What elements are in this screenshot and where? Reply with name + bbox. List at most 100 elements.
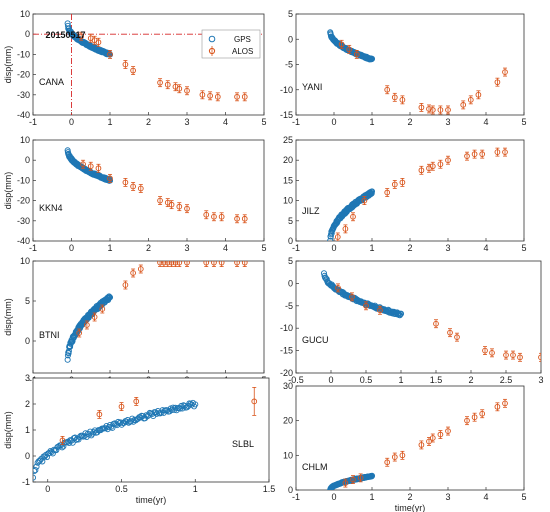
alos-point bbox=[503, 352, 509, 358]
alos-point bbox=[467, 96, 474, 103]
x-tick-label: 0 bbox=[45, 484, 50, 494]
alos-point bbox=[176, 85, 183, 92]
y-tick-label: 20 bbox=[283, 416, 293, 426]
alos-point bbox=[471, 414, 478, 421]
x-tick-label: 1 bbox=[369, 243, 374, 253]
alos-point bbox=[479, 151, 486, 157]
x-tick-label: 0 bbox=[331, 243, 336, 253]
x-tick-label: 0 bbox=[331, 117, 336, 127]
alos-point bbox=[234, 215, 240, 222]
panel-btni: -10123450510BTNIdisp(mm) bbox=[3, 256, 267, 385]
alos-point bbox=[399, 452, 406, 459]
station-label: BTNI bbox=[39, 330, 60, 340]
x-tick-label: 5 bbox=[521, 243, 526, 253]
legend-gps-marker bbox=[208, 35, 216, 43]
gps-point bbox=[192, 401, 199, 408]
gps-point bbox=[106, 294, 114, 301]
alos-point bbox=[211, 213, 217, 220]
gps-point bbox=[327, 237, 334, 241]
alos-point bbox=[95, 165, 102, 172]
x-tick-label: 3 bbox=[184, 117, 189, 127]
x-tick-label: 1 bbox=[369, 117, 374, 127]
y-tick-label: -30 bbox=[17, 90, 30, 100]
y-tick-label: 10 bbox=[20, 256, 30, 266]
alos-series bbox=[59, 386, 258, 445]
x-axis-label: time(yr) bbox=[136, 495, 167, 505]
alos-point bbox=[384, 189, 391, 196]
alos-point bbox=[203, 261, 210, 266]
alos-point bbox=[203, 211, 210, 218]
alos-point bbox=[350, 476, 356, 483]
y-axis-label: disp(mm) bbox=[3, 172, 13, 210]
alos-point bbox=[241, 261, 248, 266]
alos-point bbox=[489, 349, 495, 356]
alos-point bbox=[353, 51, 360, 58]
alos-point bbox=[91, 314, 98, 320]
x-tick-label: 3 bbox=[445, 243, 450, 253]
alos-point bbox=[363, 302, 369, 309]
alos-point bbox=[464, 153, 470, 160]
alos-point bbox=[80, 161, 86, 168]
alos-point bbox=[234, 261, 240, 266]
x-tick-label: 0.5 bbox=[360, 375, 373, 385]
alos-point bbox=[479, 410, 486, 417]
alos-point bbox=[184, 205, 190, 212]
alos-point bbox=[445, 157, 451, 164]
gps-point bbox=[397, 310, 405, 317]
alos-point bbox=[471, 151, 478, 157]
alos-point bbox=[429, 107, 436, 113]
y-tick-label: 0 bbox=[25, 155, 30, 165]
alos-point bbox=[510, 352, 516, 358]
plot-frame bbox=[295, 260, 542, 374]
alos-point bbox=[437, 431, 444, 438]
y-tick-label: -20 bbox=[17, 70, 30, 80]
alos-point bbox=[334, 234, 341, 240]
y-axis-label: disp(mm) bbox=[3, 46, 13, 84]
alos-point bbox=[218, 213, 225, 220]
alos-point bbox=[130, 270, 136, 276]
alos-point bbox=[342, 480, 349, 486]
station-label: YANI bbox=[302, 82, 322, 92]
panel-gucu: -0.5 0 0.5 1 1.5 2 2.5 3 -20 -15 -10 -5 0 5 GUCU bbox=[280, 256, 544, 385]
alos-point bbox=[460, 102, 467, 108]
x-tick-label: 1 bbox=[193, 484, 198, 494]
y-tick-label: 25 bbox=[283, 135, 293, 145]
y-tick-label: -15 bbox=[280, 346, 293, 356]
alos-point bbox=[445, 107, 451, 113]
alos-series bbox=[342, 398, 508, 488]
alos-point bbox=[494, 403, 501, 410]
alos-point bbox=[122, 282, 129, 288]
x-tick-label: 2 bbox=[407, 117, 412, 127]
alos-point bbox=[494, 149, 501, 155]
alos-point bbox=[346, 46, 353, 53]
alos-point bbox=[107, 51, 113, 58]
station-label: CANA bbox=[39, 77, 64, 87]
y-tick-label: -40 bbox=[17, 236, 30, 246]
x-tick-label: 1.5 bbox=[430, 375, 443, 385]
alos-point bbox=[241, 93, 248, 100]
x-tick-label: -1 bbox=[292, 492, 300, 502]
y-tick-label: -30 bbox=[17, 216, 30, 226]
alos-point bbox=[464, 417, 470, 424]
alos-point bbox=[207, 92, 213, 99]
y-tick-label: -15 bbox=[280, 110, 293, 120]
y-tick-label: 0 bbox=[288, 34, 293, 44]
alos-point bbox=[130, 67, 136, 74]
alos-point bbox=[234, 93, 240, 100]
alos-point bbox=[454, 334, 460, 341]
alos-series bbox=[335, 283, 541, 362]
legend-alos-marker bbox=[208, 47, 216, 55]
alos-point bbox=[157, 197, 163, 204]
alos-point bbox=[59, 437, 66, 444]
gps-point bbox=[41, 453, 48, 460]
alos-point bbox=[391, 454, 398, 460]
alos-point bbox=[335, 285, 341, 291]
alos-point bbox=[176, 203, 183, 210]
alos-point bbox=[161, 261, 167, 266]
gps-series bbox=[327, 188, 376, 241]
y-tick-label: -5 bbox=[285, 60, 293, 70]
gps-point bbox=[33, 467, 39, 474]
gps-series bbox=[64, 20, 114, 58]
